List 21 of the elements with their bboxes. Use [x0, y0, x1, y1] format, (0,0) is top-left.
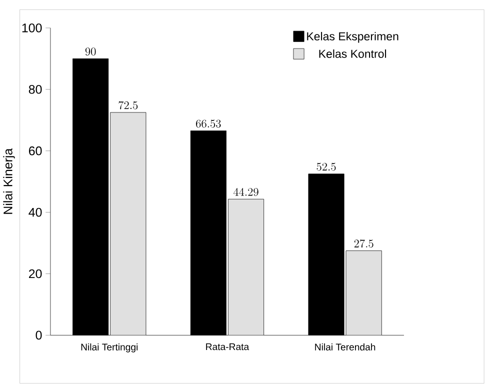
y-tick-label: 100	[22, 23, 42, 32]
legend-label: Kelas Eksperimen	[307, 32, 398, 43]
legend-label: Kelas Kontrol	[319, 49, 386, 58]
y-tick-label: 60	[28, 146, 42, 156]
bar	[346, 250, 382, 336]
data-label: 72.5	[118, 101, 138, 110]
y-tick-label: 20	[28, 269, 42, 278]
y-tick-label: 0	[36, 330, 42, 340]
data-label: 44.29	[233, 188, 258, 196]
data-label: 52.5	[316, 162, 336, 171]
y-tick-label: 80	[28, 84, 42, 94]
bar	[110, 112, 146, 336]
x-tick-label: Nilai Terendah	[315, 343, 376, 350]
data-label: 66.53	[196, 120, 221, 128]
y-tick-label: 40	[28, 208, 42, 217]
data-label: 90	[85, 47, 96, 56]
data-label: 27.5	[354, 239, 374, 248]
bar	[228, 198, 264, 336]
x-tick-label: Rata-Rata	[206, 343, 250, 350]
y-axis-title: Nilai Kinerja	[3, 148, 15, 214]
x-tick-label: Nilai Tertinggi	[81, 343, 138, 352]
